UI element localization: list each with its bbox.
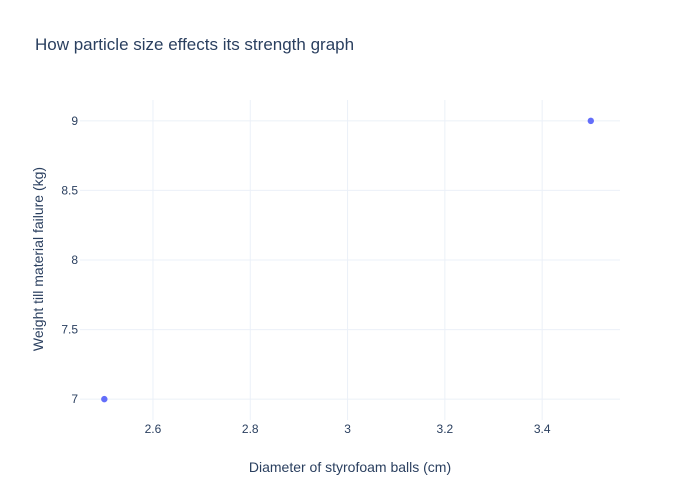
y-axis-title: Weight till material failure (kg) [30,167,46,351]
y-tick-label: 7 [71,392,78,406]
x-tick-label: 2.8 [242,422,259,436]
y-tick-label: 9 [71,114,78,128]
chart-title: How particle size effects its strength g… [35,35,354,54]
y-tick-label: 8 [71,253,78,267]
x-tick-label: 3 [344,422,351,436]
y-tick-label: 7.5 [61,323,78,337]
x-tick-label: 3.2 [437,422,454,436]
x-tick-label: 3.4 [534,422,551,436]
x-tick-label: 2.6 [145,422,162,436]
grid [80,100,620,420]
x-axis-title: Diameter of styrofoam balls (cm) [249,459,451,475]
data-points [101,117,595,403]
data-point[interactable] [587,117,595,125]
y-tick-label: 8.5 [61,183,78,197]
x-axis-ticks: 2.6 2.8 3 3.2 3.4 [145,422,551,436]
y-axis-ticks: 7 7.5 8 8.5 9 [61,114,78,406]
data-point[interactable] [101,395,108,403]
